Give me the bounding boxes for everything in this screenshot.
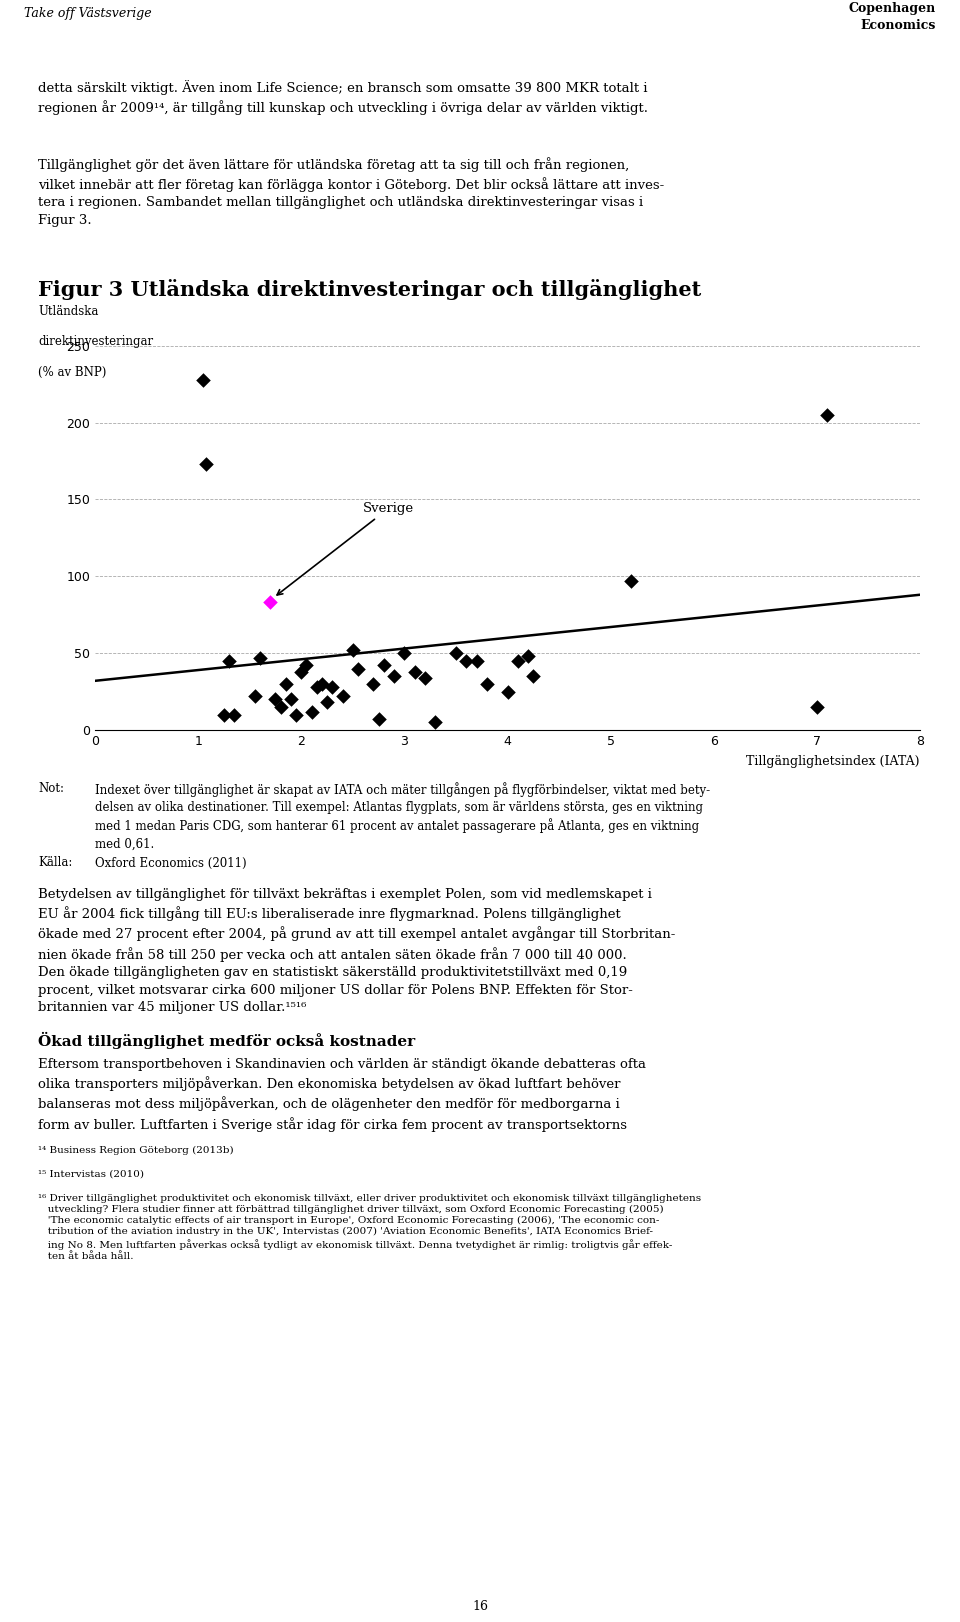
Point: [479, 672, 494, 697]
Text: Tillgänglighet gör det även lättare för utländska företag att ta sig till och fr: Tillgänglighet gör det även lättare för …: [38, 157, 664, 227]
Point: [396, 641, 412, 667]
Text: Utländska: Utländska: [38, 305, 98, 318]
Text: Figur 3 Utländska direktinvesteringar och tillgänglighet: Figur 3 Utländska direktinvesteringar oc…: [38, 279, 701, 300]
Point: [346, 637, 361, 663]
Point: [371, 706, 386, 732]
Point: [216, 702, 231, 728]
Text: ¹⁵ Intervistas (2010): ¹⁵ Intervistas (2010): [38, 1169, 144, 1179]
Point: [324, 675, 340, 701]
Point: [376, 652, 392, 678]
Point: [304, 699, 320, 725]
Point: [196, 367, 211, 393]
Point: [294, 659, 309, 684]
Point: [222, 647, 237, 673]
Point: [500, 678, 516, 704]
Point: [526, 663, 541, 689]
Point: [820, 402, 835, 428]
Point: [299, 652, 314, 678]
Point: [320, 689, 335, 715]
Point: [247, 683, 262, 709]
Text: Eftersom transportbehoven i Skandinavien och världen är ständigt ökande debatter: Eftersom transportbehoven i Skandinavien…: [38, 1058, 646, 1132]
Point: [199, 451, 214, 477]
Text: ¹⁶ Driver tillgänglighet produktivitet och ekonomisk tillväxt, eller driver prod: ¹⁶ Driver tillgänglighet produktivitet o…: [38, 1194, 701, 1260]
Text: Oxford Economics (2011): Oxford Economics (2011): [95, 856, 247, 869]
Text: Copenhagen: Copenhagen: [849, 2, 936, 15]
Text: Källa:: Källa:: [38, 856, 72, 869]
Text: 16: 16: [472, 1599, 488, 1612]
Point: [309, 675, 324, 701]
Point: [263, 589, 278, 615]
Point: [273, 694, 288, 720]
Point: [809, 694, 825, 720]
Point: [448, 641, 464, 667]
Point: [366, 672, 381, 697]
Point: [314, 672, 329, 697]
Point: [283, 686, 299, 712]
Point: [459, 647, 474, 673]
Point: [427, 709, 443, 735]
Point: [624, 568, 639, 594]
Point: [418, 665, 433, 691]
Text: ¹⁴ Business Region Göteborg (2013b): ¹⁴ Business Region Göteborg (2013b): [38, 1147, 233, 1155]
Point: [350, 655, 366, 681]
Point: [386, 663, 401, 689]
Text: Take off Västsverige: Take off Västsverige: [24, 8, 152, 21]
Point: [520, 644, 536, 670]
Point: [335, 683, 350, 709]
Point: [468, 647, 484, 673]
Text: Not:: Not:: [38, 782, 64, 795]
Text: Indexet över tillgänglighet är skapat av IATA och mäter tillgången på flygförbin: Indexet över tillgänglighet är skapat av…: [95, 782, 710, 850]
Point: [268, 686, 283, 712]
Text: Betydelsen av tillgänglighet för tillväxt bekräftas i exemplet Polen, som vid me: Betydelsen av tillgänglighet för tillväx…: [38, 887, 676, 1014]
Point: [407, 659, 422, 684]
Point: [278, 672, 294, 697]
Text: (% av BNP): (% av BNP): [38, 367, 107, 380]
Point: [288, 702, 303, 728]
Text: Tillgänglighetsindex (IATA): Tillgänglighetsindex (IATA): [747, 756, 920, 769]
Text: Economics: Economics: [860, 19, 936, 32]
Text: Ökad tillgänglighet medför också kostnader: Ökad tillgänglighet medför också kostnad…: [38, 1032, 415, 1048]
Text: Sverige: Sverige: [277, 501, 415, 595]
Point: [252, 646, 268, 672]
Point: [227, 702, 242, 728]
Point: [510, 647, 525, 673]
Text: detta särskilt viktigt. Även inom Life Science; en bransch som omsatte 39 800 MK: detta särskilt viktigt. Även inom Life S…: [38, 79, 648, 115]
Text: direktinvesteringar: direktinvesteringar: [38, 336, 154, 349]
